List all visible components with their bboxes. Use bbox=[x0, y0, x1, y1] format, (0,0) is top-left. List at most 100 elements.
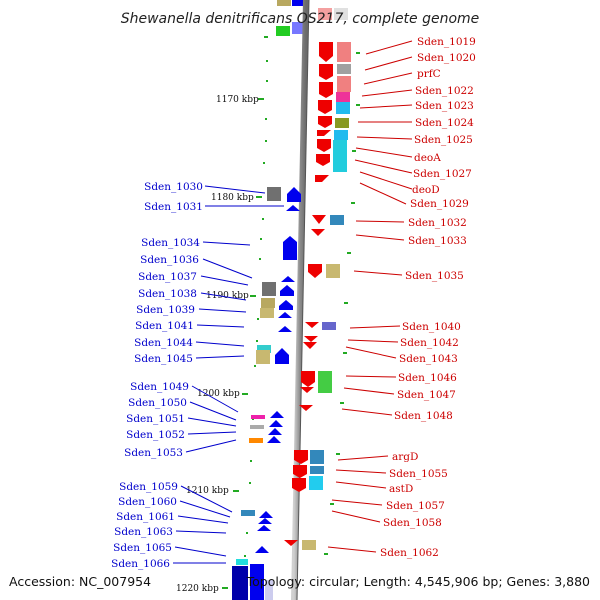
map-title: Shewanella denitrificans OS217, complete… bbox=[121, 11, 480, 27]
gene-label: Sden_1061 bbox=[116, 511, 175, 523]
gene-arrow bbox=[315, 175, 329, 182]
gene-arrow bbox=[255, 546, 269, 553]
gene-label: Sden_1025 bbox=[414, 134, 473, 146]
feature-box bbox=[251, 415, 265, 419]
feature-box bbox=[267, 187, 281, 201]
scale-tick-1190 bbox=[250, 295, 256, 297]
feature-box bbox=[337, 64, 351, 74]
gene-arrow bbox=[319, 42, 333, 62]
gene-arrow bbox=[316, 154, 330, 166]
feature-box bbox=[236, 559, 248, 565]
feature-box bbox=[336, 92, 350, 102]
gene-arrow bbox=[259, 511, 273, 518]
feature-box bbox=[337, 42, 351, 62]
gene-label: Sden_1034 bbox=[141, 237, 200, 249]
gene-arrow bbox=[269, 420, 283, 427]
left-gene-labels: Sden_1030 Sden_1031 Sden_1034 Sden_1036 … bbox=[111, 181, 203, 570]
gene-label: Sden_1043 bbox=[399, 353, 458, 365]
feature-box bbox=[336, 102, 350, 114]
feature-box bbox=[334, 130, 348, 140]
gene-arrow bbox=[311, 229, 325, 236]
gene-label: Sden_1065 bbox=[113, 542, 172, 554]
gene-label: Sden_1027 bbox=[413, 168, 472, 180]
feature-box bbox=[249, 438, 263, 443]
feature-box bbox=[310, 450, 324, 464]
gene-label: deoD bbox=[412, 184, 440, 196]
gene-label: Sden_1024 bbox=[415, 117, 474, 129]
gene-label: Sden_1033 bbox=[408, 235, 467, 247]
gene-arrow bbox=[287, 187, 301, 202]
right-gene-labels: Sden_1019 Sden_1020 prfC Sden_1022 Sden_… bbox=[380, 36, 476, 559]
gene-arrow bbox=[280, 285, 294, 296]
scale-tick-label: 1170 kbp bbox=[216, 95, 259, 105]
gene-label: Sden_1047 bbox=[397, 389, 456, 401]
left-label-connectors bbox=[173, 185, 284, 564]
feature-box bbox=[330, 215, 344, 225]
gene-label: Sden_1053 bbox=[124, 447, 183, 459]
gene-label: Sden_1040 bbox=[402, 321, 461, 333]
feature-box bbox=[257, 345, 271, 353]
gene-label: Sden_1032 bbox=[408, 217, 467, 229]
gene-arrow bbox=[292, 478, 306, 492]
scale-tick-label: 1220 kbp bbox=[176, 584, 219, 594]
gene-label: deoA bbox=[414, 152, 441, 164]
scale-tick-label: 1190 kbp bbox=[206, 291, 249, 301]
right-label-connectors bbox=[327, 40, 413, 553]
gene-label: Sden_1030 bbox=[144, 181, 203, 193]
gene-arrow bbox=[318, 116, 332, 128]
feature-box bbox=[250, 425, 264, 429]
feature-box bbox=[310, 466, 324, 474]
gene-label: Sden_1037 bbox=[138, 271, 197, 283]
right-minor-ticks bbox=[324, 52, 360, 555]
genome-axis-edge bbox=[296, 0, 310, 600]
scale-tick-label: 1210 kbp bbox=[186, 486, 229, 496]
feature-box bbox=[241, 510, 255, 516]
right-strand-features bbox=[302, 42, 351, 550]
gene-label: Sden_1029 bbox=[410, 198, 469, 210]
gene-arrow bbox=[286, 205, 300, 211]
feature-box bbox=[265, 580, 273, 600]
feature-box bbox=[333, 140, 347, 172]
gene-label: Sden_1045 bbox=[134, 353, 193, 365]
gene-arrow bbox=[293, 465, 307, 478]
gene-label: Sden_1042 bbox=[400, 337, 459, 349]
feature-box bbox=[309, 476, 323, 490]
gene-label: astD bbox=[389, 483, 413, 495]
gene-arrow bbox=[257, 525, 271, 531]
gene-arrow bbox=[301, 371, 315, 387]
feature-box bbox=[337, 76, 351, 92]
feature-box bbox=[318, 371, 332, 393]
gene-label: Sden_1062 bbox=[380, 547, 439, 559]
gene-arrow bbox=[317, 139, 331, 152]
scale-tick-1200 bbox=[242, 393, 248, 395]
topology-text: Topology: circular; Length: 4,545,906 bp… bbox=[246, 574, 590, 589]
gene-arrow bbox=[294, 450, 308, 464]
gene-label: Sden_1049 bbox=[130, 381, 189, 393]
gene-arrow bbox=[318, 100, 332, 114]
gene-label: Sden_1066 bbox=[111, 558, 170, 570]
gene-label: argD bbox=[392, 451, 418, 463]
feature-box bbox=[335, 118, 349, 128]
gene-arrow bbox=[267, 436, 281, 443]
gene-arrow bbox=[283, 236, 297, 260]
gene-label: Sden_1031 bbox=[144, 201, 203, 213]
feature-box bbox=[261, 298, 275, 308]
gene-label: Sden_1059 bbox=[119, 481, 178, 493]
gene-label: Sden_1060 bbox=[118, 496, 177, 508]
gene-arrow bbox=[303, 342, 317, 349]
gene-label: Sden_1052 bbox=[126, 429, 185, 441]
gene-label: Sden_1051 bbox=[126, 413, 185, 425]
gene-label: Sden_1044 bbox=[134, 337, 193, 349]
feature-box bbox=[302, 540, 316, 550]
gene-label: Sden_1048 bbox=[394, 410, 453, 422]
gene-label: Sden_1057 bbox=[386, 500, 445, 512]
top-cropped-features bbox=[264, 0, 348, 38]
gene-arrow bbox=[275, 348, 289, 364]
scale-tick-1220 bbox=[222, 587, 228, 589]
genome-axis bbox=[291, 0, 309, 600]
gene-label: Sden_1022 bbox=[415, 85, 474, 97]
gene-arrow bbox=[299, 405, 313, 411]
gene-label: Sden_1038 bbox=[138, 288, 197, 300]
gene-label: Sden_1055 bbox=[389, 468, 448, 480]
feature-box bbox=[322, 322, 336, 330]
